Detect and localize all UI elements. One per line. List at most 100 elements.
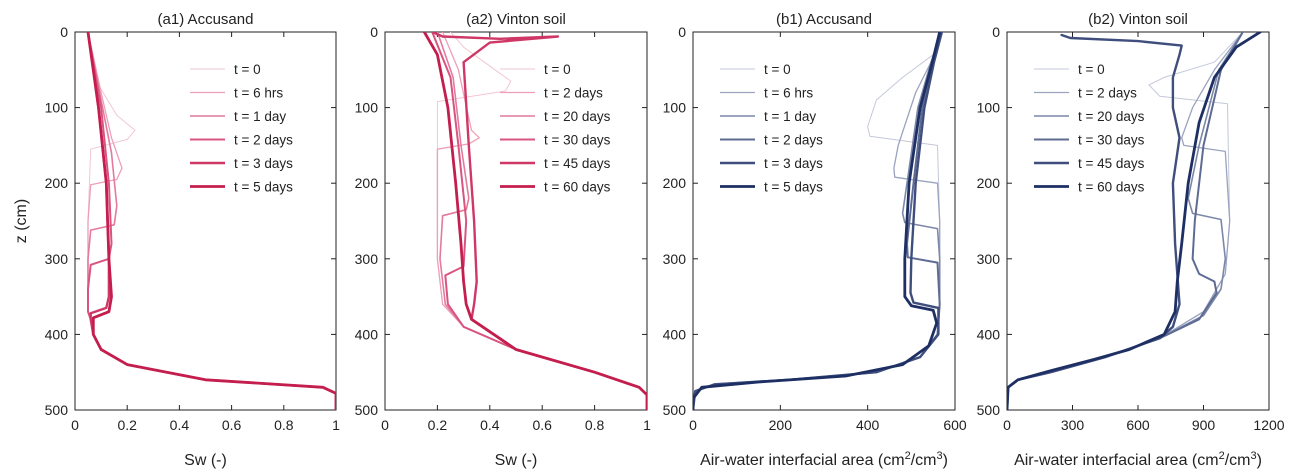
legend-label: t = 2 days	[1078, 86, 1137, 101]
x-axis-label: Air-water interfacial area (cm2/cm3)	[700, 450, 948, 469]
legend-label: t = 2 days	[544, 86, 603, 101]
x-axis-label: Air-water interfacial area (cm2/cm3)	[1014, 450, 1262, 469]
x-tick-label: 0.4	[480, 417, 500, 433]
legend-label: t = 2 days	[234, 133, 293, 148]
x-tick-label: 600	[943, 417, 967, 433]
chart-panel-3: (b1) Accusand 0 200 400 600 0 100 200 300 400 500 A…	[663, 11, 967, 469]
x-tick-label: 0.6	[222, 417, 242, 433]
legend-label: t = 1 day	[764, 109, 816, 124]
y-tick-label: 200	[977, 175, 1001, 191]
series-line-3	[693, 32, 943, 410]
legend-label: t = 3 days	[234, 156, 293, 171]
x-tick-label: 300	[1061, 417, 1085, 433]
plot-area	[74, 31, 337, 411]
y-tick-label: 0	[992, 24, 1000, 40]
y-tick-label: 500	[45, 402, 69, 418]
legend-label: t = 0	[1078, 62, 1105, 77]
y-tick-label: 100	[663, 100, 687, 116]
y-tick-label: 400	[355, 326, 379, 342]
y-tick-label: 300	[663, 251, 687, 267]
y-tick-label: 200	[45, 175, 69, 191]
series-line-2	[87, 32, 336, 410]
chart-panel-2: (a2) Vinton soil 0 0.2 0.4 0.6 0.8 1 0 100 200 300…	[355, 11, 651, 469]
legend-label: t = 30 days	[544, 133, 611, 148]
y-tick-label: 300	[45, 251, 69, 267]
y-tick-label: 200	[355, 175, 379, 191]
plot-area	[692, 31, 956, 411]
y-tick-label: 200	[663, 175, 687, 191]
y-tick-label: 400	[977, 326, 1001, 342]
series-line-5	[1007, 33, 1183, 410]
legend-label: t = 1 day	[234, 109, 286, 124]
series-line-2	[436, 32, 647, 410]
series-line-6	[1007, 32, 1262, 410]
y-tick-label: 400	[663, 326, 687, 342]
y-tick-label: 300	[355, 251, 379, 267]
chart-title: (b1) Accusand	[776, 11, 872, 28]
legend-label: t = 0	[234, 62, 261, 77]
legend-label: t = 20 days	[544, 109, 611, 124]
y-tick-label: 300	[977, 251, 1001, 267]
series-line-4	[87, 32, 336, 410]
x-tick-label: 0.2	[428, 417, 448, 433]
series-line-1	[87, 32, 336, 410]
y-axis-label: z (cm)	[13, 199, 30, 243]
legend-label: t = 3 days	[764, 156, 823, 171]
series-line-6	[86, 32, 336, 410]
x-tick-label: 0.6	[532, 417, 552, 433]
x-tick-label: 0.4	[170, 417, 190, 433]
x-tick-label: 400	[856, 417, 880, 433]
x-axis-label: Sw (-)	[184, 452, 227, 469]
x-tick-label: 0	[381, 417, 389, 433]
legend-label: t = 20 days	[1078, 109, 1145, 124]
x-tick-label: 0.8	[274, 417, 294, 433]
y-tick-label: 500	[663, 402, 687, 418]
series-line-3	[87, 32, 336, 410]
x-tick-label: 0	[1003, 417, 1011, 433]
series-line-1	[436, 32, 647, 410]
x-tick-label: 900	[1192, 417, 1216, 433]
legend-label: t = 0	[764, 62, 791, 77]
series-line-6	[422, 32, 647, 410]
x-tick-label: 0.8	[585, 417, 605, 433]
y-tick-label: 0	[60, 24, 68, 40]
legend-label: t = 45 days	[544, 156, 611, 171]
legend-label: t = 5 days	[764, 180, 823, 195]
x-tick-label: 1200	[1253, 417, 1284, 433]
series-line-5	[86, 32, 336, 410]
x-tick-label: 0	[689, 417, 697, 433]
legend-label: t = 60 days	[1078, 180, 1145, 195]
x-tick-label: 1	[643, 417, 651, 433]
y-tick-label: 500	[977, 402, 1001, 418]
legend-label: t = 30 days	[1078, 133, 1145, 148]
chart-title: (a2) Vinton soil	[466, 11, 566, 28]
series-line-3	[436, 32, 647, 410]
legend-label: t = 2 days	[764, 133, 823, 148]
legend-label: t = 5 days	[234, 180, 293, 195]
legend-label: t = 6 hrs	[234, 86, 283, 101]
chart-panel-1: (a1) Accusand 0 0.2 0.4 0.6 0.8 1 0 100 200 300 400…	[13, 11, 340, 469]
x-axis-label: Sw (-)	[495, 452, 538, 469]
x-tick-label: 600	[1126, 417, 1150, 433]
chart-title: (a1) Accusand	[158, 11, 254, 28]
x-tick-label: 200	[769, 417, 793, 433]
y-tick-label: 0	[370, 24, 378, 40]
y-tick-label: 400	[45, 326, 69, 342]
x-tick-label: 0.2	[117, 417, 137, 433]
chart-panel-4: (b2) Vinton soil 0 300 600 900 1200 0 100 200 300…	[977, 11, 1285, 469]
series-line-6	[693, 32, 942, 410]
series-line-5	[431, 32, 647, 410]
legend-label: t = 60 days	[544, 180, 611, 195]
x-tick-label: 0	[71, 417, 79, 433]
y-tick-label: 500	[355, 402, 379, 418]
chart-title: (b2) Vinton soil	[1088, 11, 1188, 28]
y-tick-label: 100	[355, 100, 379, 116]
legend-label: t = 6 hrs	[764, 86, 813, 101]
y-tick-label: 0	[678, 24, 686, 40]
plot-area	[384, 31, 648, 411]
x-tick-label: 1	[332, 417, 340, 433]
y-tick-label: 100	[45, 100, 69, 116]
legend-label: t = 45 days	[1078, 156, 1145, 171]
legend-label: t = 0	[544, 62, 571, 77]
